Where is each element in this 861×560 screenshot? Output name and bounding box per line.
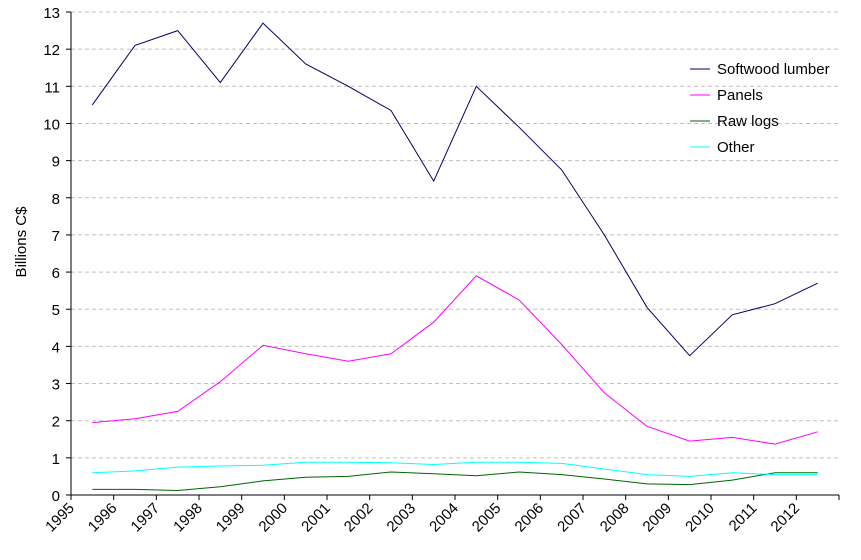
- y-tick-label: 3: [52, 377, 60, 394]
- y-axis-title: Billions C$: [13, 206, 30, 278]
- series-lines: [91, 22, 818, 492]
- x-tick-label: 2005: [469, 500, 505, 536]
- x-tick-label: 2011: [726, 500, 761, 535]
- x-tick-label: 2012: [768, 500, 804, 536]
- x-tick-label: 1999: [213, 500, 249, 536]
- legend-label: Raw logs: [717, 113, 779, 130]
- x-tick-label: 2001: [298, 500, 334, 536]
- x-tick-label: 1998: [170, 500, 206, 536]
- y-tick-label: 6: [52, 265, 60, 282]
- x-tick-label: 2006: [512, 500, 548, 536]
- x-tick-label: 2004: [426, 500, 462, 536]
- y-tick-label: 11: [44, 79, 60, 96]
- y-tick-label: 8: [52, 191, 60, 208]
- y-tick-label: 10: [43, 116, 60, 133]
- x-tick-label: 2003: [384, 500, 420, 536]
- y-tick-label: 9: [52, 154, 60, 171]
- y-tick-label: 7: [52, 228, 60, 245]
- series-line-raw-logs: [92, 471, 818, 492]
- y-tick-label: 13: [43, 5, 60, 22]
- y-tick-label: 4: [52, 339, 60, 356]
- y-tick-label: 2: [52, 414, 60, 431]
- y-tick-label: 1: [52, 451, 60, 468]
- y-tick-label: 5: [52, 302, 60, 319]
- x-tick-label: 2007: [554, 500, 590, 536]
- y-tick-label: 0: [52, 488, 60, 505]
- x-tick-label: 2008: [597, 500, 633, 536]
- legend-label: Other: [717, 139, 755, 156]
- x-tick-label: 2002: [341, 500, 377, 536]
- axes: [66, 11, 840, 500]
- legend-label: Panels: [717, 87, 763, 104]
- x-tick-label: 1996: [85, 500, 121, 536]
- series-line-other: [92, 461, 818, 477]
- gridlines: [71, 11, 839, 459]
- series-line-softwood-lumber: [91, 22, 818, 357]
- x-tick-label: 1997: [128, 500, 164, 536]
- series-line-panels: [92, 275, 818, 445]
- x-tick-label: 2000: [256, 500, 292, 536]
- x-tick-labels: 1995 1996 1997 1998 1999 2000 2001 2002 2003 2004…: [42, 500, 803, 536]
- legend: Softwood lumber Panels Raw logs Other: [690, 61, 830, 156]
- x-tick-label: 1995: [42, 500, 78, 536]
- x-tick-label: 2010: [682, 500, 718, 536]
- legend-label: Softwood lumber: [717, 61, 830, 78]
- x-tick-label: 2009: [640, 500, 676, 536]
- y-tick-label: 12: [43, 42, 60, 59]
